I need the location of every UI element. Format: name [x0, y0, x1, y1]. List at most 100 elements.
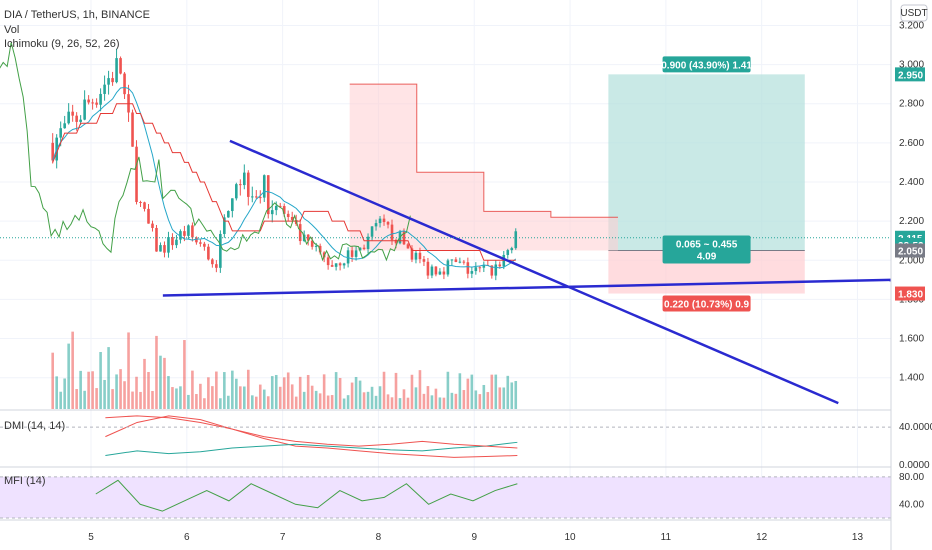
candle-body — [183, 231, 186, 236]
volume-bar — [159, 355, 162, 409]
candle-body — [378, 218, 382, 224]
candle-body — [223, 217, 226, 234]
volume-bar — [55, 376, 58, 409]
candle-body — [195, 237, 198, 243]
candle-body — [207, 246, 210, 260]
candle-body — [454, 259, 458, 262]
dmi-series-line — [105, 415, 518, 458]
volume-bar — [59, 391, 62, 409]
volume-bar — [75, 389, 78, 409]
lagging-span — [0, 42, 411, 262]
candle-body — [330, 265, 334, 267]
volume-bar — [258, 384, 262, 409]
volume-bar — [486, 392, 490, 409]
candle-body — [270, 210, 274, 215]
volume-bar — [250, 395, 254, 409]
volume-bar — [454, 393, 458, 409]
volume-bar — [430, 395, 434, 409]
dmi-series-line — [105, 441, 518, 457]
candle-body — [382, 218, 386, 223]
volume-bar — [274, 374, 278, 409]
candle-body — [414, 252, 418, 260]
volume-bar — [470, 374, 474, 409]
x-tick-label: 12 — [756, 532, 768, 543]
x-tick-label: 7 — [280, 532, 286, 543]
volume-bar — [370, 386, 374, 409]
y-tick-label: 1.600 — [899, 334, 924, 345]
volume-bar — [346, 395, 350, 409]
candle-body — [514, 231, 518, 249]
price-label: 2.950 — [898, 70, 923, 81]
price-label-box — [895, 67, 925, 82]
volume-bar — [207, 377, 210, 409]
volume-bar — [123, 381, 126, 409]
candle-body — [306, 234, 310, 241]
volume-bar — [203, 398, 206, 409]
volume-bar — [462, 390, 466, 409]
axes: 3.2003.0002.8002.6002.4002.2002.0001.800… — [88, 0, 932, 550]
y-tick-label: 2.000 — [899, 255, 924, 266]
candle-body — [354, 250, 358, 257]
ichimoku-cloud — [349, 83, 618, 251]
volume-bar — [510, 382, 514, 409]
currency-button[interactable]: USDT — [900, 4, 928, 22]
volume-bar — [398, 398, 402, 409]
candle-body — [490, 265, 494, 276]
volume-bar — [478, 394, 482, 409]
candle-body — [227, 211, 230, 218]
volume-bar — [322, 374, 326, 409]
volume-bar — [330, 395, 334, 409]
volume-bar — [362, 392, 366, 409]
volume-bar — [350, 382, 354, 409]
candle-body — [99, 93, 102, 105]
volume-bar — [131, 391, 134, 409]
candle-body — [246, 172, 250, 197]
candle-body — [215, 264, 218, 268]
volume-bar — [103, 379, 106, 409]
candle-body — [111, 78, 114, 83]
candle-body — [298, 224, 302, 242]
trendline-upper[interactable] — [229, 139, 839, 405]
loss-label-box — [662, 295, 751, 312]
volume-bar — [458, 373, 462, 409]
volume-bar — [219, 398, 222, 409]
candle-body — [366, 236, 370, 249]
candle-body — [219, 233, 222, 268]
y-tick-label: 3.200 — [899, 20, 924, 31]
candle-body — [458, 261, 462, 263]
candle-body — [159, 245, 162, 252]
volume-bar — [474, 390, 478, 409]
candle-body — [179, 231, 182, 240]
volume-bar — [151, 391, 154, 409]
candle-body — [318, 245, 322, 253]
volume-bar — [63, 378, 66, 409]
y-tick-label: 3.000 — [899, 60, 924, 71]
volume-bar — [422, 393, 426, 409]
ratio-label: 0.065 ~ 0.455 — [676, 239, 738, 250]
volume-bar — [326, 395, 330, 409]
trendline-lower[interactable] — [162, 278, 892, 297]
volume-bar — [358, 380, 362, 409]
volume-bar — [290, 384, 294, 409]
x-tick-label: 13 — [852, 532, 864, 543]
candle-body — [310, 240, 314, 247]
volume-bar — [466, 378, 470, 409]
symbol-title: DIA / TetherUS, 1h, BINANCE — [4, 9, 150, 21]
candle-body — [426, 261, 430, 276]
candle-body — [107, 78, 110, 85]
profit-zone[interactable] — [608, 74, 805, 251]
price-label-box — [895, 243, 925, 258]
volume-bar — [119, 369, 122, 409]
candle-body — [67, 111, 70, 124]
volume-bar — [318, 393, 322, 409]
volume-bar — [390, 397, 394, 409]
trendlines[interactable] — [162, 139, 892, 405]
candle-body — [262, 175, 266, 198]
volume-bar — [254, 396, 258, 409]
mfi-band — [0, 476, 891, 518]
volume-bar — [175, 388, 178, 409]
candle-body — [71, 111, 74, 116]
candle-body — [91, 102, 94, 104]
